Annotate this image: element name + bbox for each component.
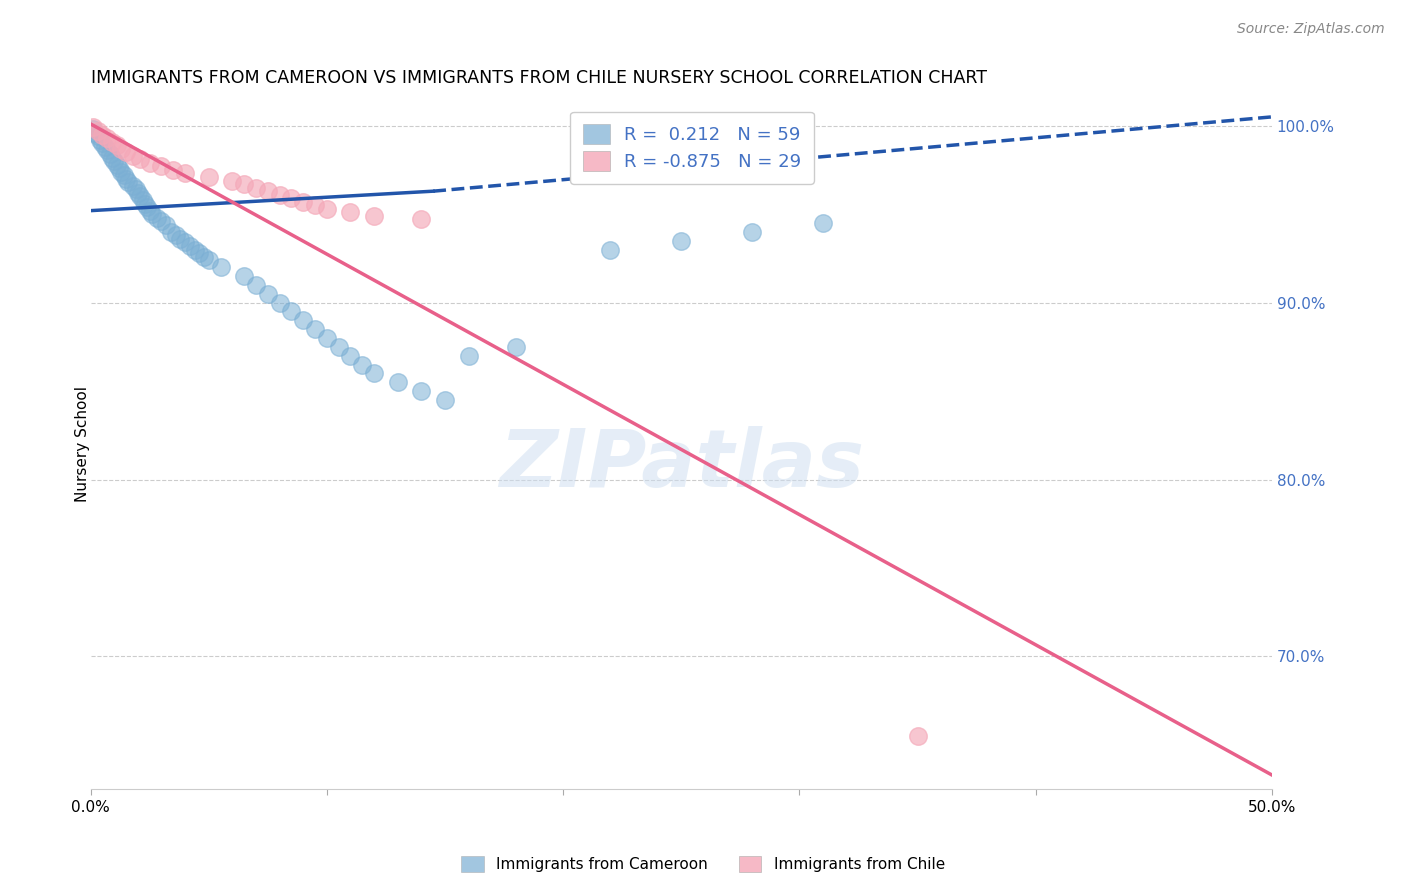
- Point: [91, 136, 114, 151]
- Point: [129, 189, 152, 203]
- Point: [138, 156, 160, 170]
- Point: [671, 234, 693, 248]
- Point: [221, 173, 243, 187]
- Point: [352, 358, 374, 372]
- Point: [122, 149, 145, 163]
- Point: [160, 225, 183, 239]
- Point: [110, 165, 132, 179]
- Point: [315, 202, 337, 216]
- Point: [141, 207, 163, 221]
- Point: [94, 140, 117, 154]
- Point: [209, 260, 232, 275]
- Point: [183, 243, 205, 257]
- Point: [193, 250, 215, 264]
- Point: [315, 331, 337, 345]
- Point: [155, 218, 177, 232]
- Point: [82, 120, 104, 135]
- Point: [98, 147, 121, 161]
- Point: [136, 200, 159, 214]
- Point: [174, 166, 197, 180]
- Text: ZIPatlas: ZIPatlas: [499, 425, 863, 504]
- Point: [117, 175, 139, 189]
- Point: [256, 286, 278, 301]
- Point: [103, 154, 125, 169]
- Point: [115, 145, 138, 160]
- Point: [256, 184, 278, 198]
- Point: [112, 168, 135, 182]
- Point: [363, 209, 385, 223]
- Point: [197, 169, 219, 184]
- Point: [82, 122, 104, 136]
- Point: [811, 216, 834, 230]
- Point: [127, 186, 149, 200]
- Point: [145, 211, 167, 225]
- Point: [122, 178, 145, 193]
- Point: [457, 349, 479, 363]
- Legend: Immigrants from Cameroon, Immigrants from Chile: Immigrants from Cameroon, Immigrants fro…: [454, 848, 952, 880]
- Point: [280, 304, 302, 318]
- Point: [197, 253, 219, 268]
- Point: [741, 225, 763, 239]
- Point: [188, 246, 211, 260]
- Y-axis label: Nursery School: Nursery School: [75, 386, 90, 502]
- Point: [110, 142, 132, 156]
- Point: [134, 196, 156, 211]
- Point: [411, 384, 433, 398]
- Point: [505, 340, 527, 354]
- Point: [150, 214, 173, 228]
- Text: Source: ZipAtlas.com: Source: ZipAtlas.com: [1237, 22, 1385, 37]
- Point: [434, 392, 457, 407]
- Point: [86, 129, 108, 144]
- Point: [179, 239, 201, 253]
- Point: [129, 153, 152, 167]
- Point: [292, 194, 315, 209]
- Point: [162, 163, 184, 178]
- Point: [96, 144, 118, 158]
- Point: [328, 340, 350, 354]
- Point: [101, 135, 124, 149]
- Point: [269, 295, 291, 310]
- Point: [245, 277, 267, 292]
- Point: [411, 212, 433, 227]
- Point: [907, 729, 929, 743]
- Point: [174, 235, 197, 250]
- Point: [108, 161, 131, 176]
- Text: IMMIGRANTS FROM CAMEROON VS IMMIGRANTS FROM CHILE NURSERY SCHOOL CORRELATION CHA: IMMIGRANTS FROM CAMEROON VS IMMIGRANTS F…: [90, 69, 987, 87]
- Point: [292, 313, 315, 327]
- Point: [304, 198, 326, 212]
- Point: [89, 133, 111, 147]
- Point: [150, 160, 173, 174]
- Point: [91, 128, 114, 142]
- Point: [339, 205, 361, 219]
- Point: [124, 182, 146, 196]
- Point: [84, 126, 107, 140]
- Point: [105, 138, 128, 153]
- Point: [131, 193, 153, 207]
- Point: [169, 232, 191, 246]
- Point: [304, 322, 326, 336]
- Point: [387, 376, 409, 390]
- Point: [339, 349, 361, 363]
- Point: [233, 269, 256, 284]
- Point: [115, 171, 138, 186]
- Point: [138, 203, 160, 218]
- Point: [96, 131, 118, 145]
- Legend: R =  0.212   N = 59, R = -0.875   N = 29: R = 0.212 N = 59, R = -0.875 N = 29: [569, 112, 814, 184]
- Point: [269, 187, 291, 202]
- Point: [105, 158, 128, 172]
- Point: [363, 367, 385, 381]
- Point: [101, 151, 124, 165]
- Point: [86, 124, 108, 138]
- Point: [245, 180, 267, 194]
- Point: [233, 177, 256, 191]
- Point: [280, 191, 302, 205]
- Point: [599, 243, 621, 257]
- Point: [165, 228, 187, 243]
